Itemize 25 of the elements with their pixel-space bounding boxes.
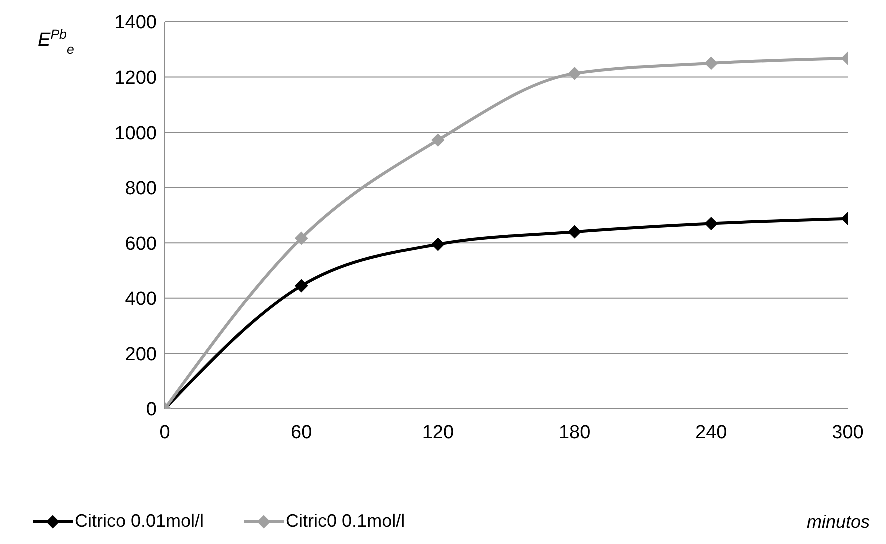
point bbox=[704, 56, 718, 70]
point bbox=[295, 279, 308, 292]
x-tick-label: 240 bbox=[696, 422, 728, 444]
y-tick-label: 800 bbox=[125, 178, 157, 200]
x-tick-label: 180 bbox=[558, 422, 591, 444]
y-tick-label: 200 bbox=[125, 344, 157, 366]
point bbox=[704, 217, 718, 230]
point bbox=[432, 134, 445, 147]
y-tick-label: 0 bbox=[146, 400, 157, 421]
legend-label: Citric0 0.1mol/l bbox=[286, 511, 406, 532]
x-tick-label: 60 bbox=[291, 422, 312, 444]
y-tick-label: 1000 bbox=[114, 123, 157, 144]
point bbox=[432, 238, 445, 252]
y-tick-label: 600 bbox=[125, 234, 157, 255]
x-tick-label: 0 bbox=[160, 422, 170, 444]
point bbox=[568, 67, 582, 80]
x-tick-label: 300 bbox=[832, 422, 864, 444]
y-tick-label: 400 bbox=[125, 289, 157, 310]
legend-label: Citrico 0.01mol/l bbox=[75, 511, 204, 532]
point bbox=[568, 226, 582, 239]
x-tick-label: 120 bbox=[422, 422, 454, 444]
x-axis-title: minutos bbox=[806, 512, 870, 532]
y-tick-label: 1400 bbox=[114, 12, 157, 34]
point bbox=[295, 232, 308, 245]
y-tick-label: 1200 bbox=[114, 68, 157, 90]
